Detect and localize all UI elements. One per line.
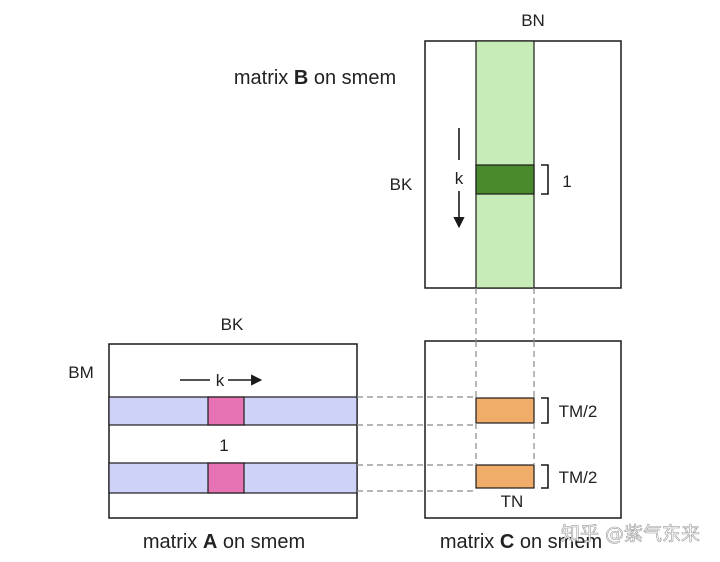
matrix-c: TM/2 TM/2 TN matrix C on smem <box>424 340 622 553</box>
matrix-b-slice <box>475 164 535 195</box>
matrix-a-row-label: BM <box>68 363 94 382</box>
matrix-c-tile-bottom <box>475 464 535 489</box>
matrix-c-width-label: TN <box>501 492 524 511</box>
matrix-a-slice-label: 1 <box>219 436 228 455</box>
matrix-b-k-label: k <box>455 169 464 188</box>
matrix-a-col-label: BK <box>221 315 244 334</box>
matrix-b-slice-label: 1 <box>562 172 571 191</box>
watermark-text: 知乎 @紫气东来 <box>561 523 700 545</box>
matrix-a-slice-bottom <box>207 462 245 494</box>
matrix-c-bracket-top <box>541 397 549 424</box>
matrix-c-tile-top <box>475 397 535 424</box>
matrix-b-col-label: BN <box>521 11 545 30</box>
matrix-c-bracket-bottom <box>541 464 549 489</box>
matrix-b-slice-bracket <box>541 164 549 195</box>
matrix-b: BN BK matrix B on smem k 1 <box>234 11 622 289</box>
matrix-c-tile-label-bottom: TM/2 <box>559 468 598 487</box>
matrix-b-row-label: BK <box>390 175 413 194</box>
matrix-c-tile-label-top: TM/2 <box>559 402 598 421</box>
matrix-a-k-label: k <box>216 371 225 390</box>
matrix-a: BK BM k 1 matrix A on smem <box>68 315 358 553</box>
matrix-c-title: matrix C on smem <box>440 531 602 553</box>
matrix-a-title: matrix A on smem <box>143 531 305 553</box>
matrix-a-slice-top <box>207 396 245 426</box>
projection-lines <box>357 288 535 492</box>
matrix-b-title: matrix B on smem <box>234 67 396 89</box>
